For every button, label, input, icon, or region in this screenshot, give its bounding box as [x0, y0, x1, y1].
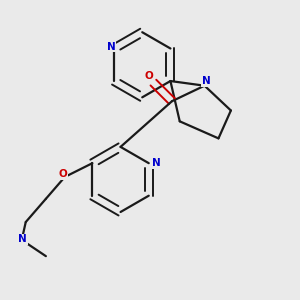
Text: N: N — [106, 42, 115, 52]
Text: N: N — [18, 234, 27, 244]
Text: O: O — [58, 169, 67, 179]
Text: N: N — [152, 158, 161, 168]
Text: N: N — [202, 76, 211, 86]
Text: O: O — [144, 71, 153, 81]
